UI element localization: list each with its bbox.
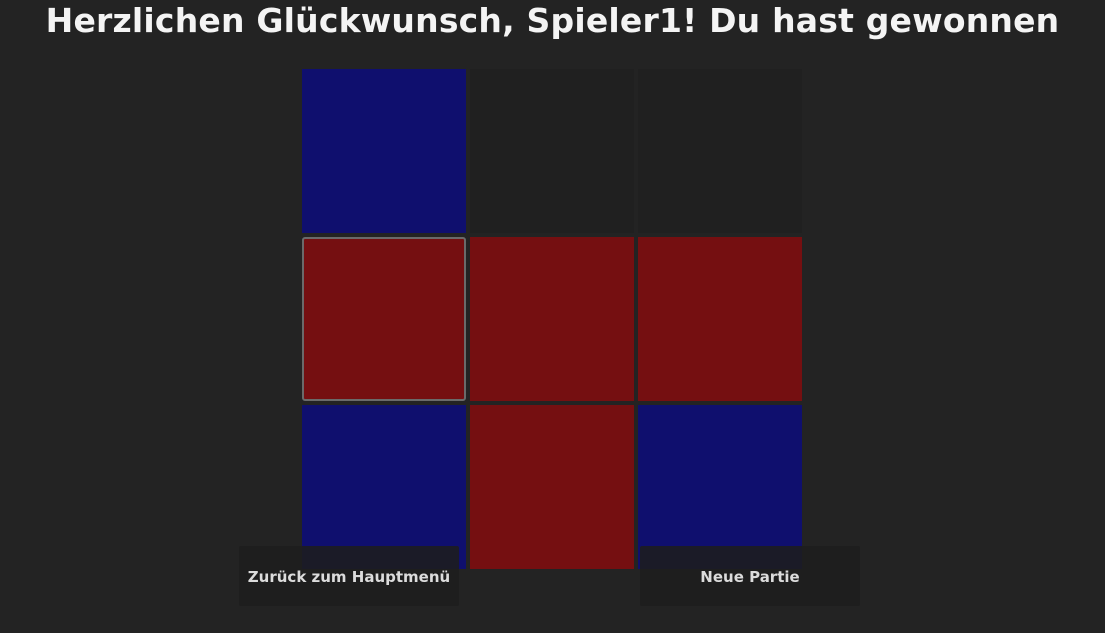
- new-game-button[interactable]: Neue Partie: [640, 546, 860, 606]
- board-cell-8[interactable]: [638, 405, 802, 569]
- win-message: Herzlichen Glückwunsch, Spieler1! Du has…: [45, 1, 1060, 40]
- main-menu-button[interactable]: Zurück zum Hauptmenü: [239, 546, 459, 606]
- board-cell-1[interactable]: [470, 69, 634, 233]
- board-cell-2[interactable]: [638, 69, 802, 233]
- board-cell-6[interactable]: [302, 405, 466, 569]
- board-cell-7[interactable]: [470, 405, 634, 569]
- board-cell-0[interactable]: [302, 69, 466, 233]
- board-cell-4[interactable]: [470, 237, 634, 401]
- board-cell-5[interactable]: [638, 237, 802, 401]
- board-cell-3[interactable]: [302, 237, 466, 401]
